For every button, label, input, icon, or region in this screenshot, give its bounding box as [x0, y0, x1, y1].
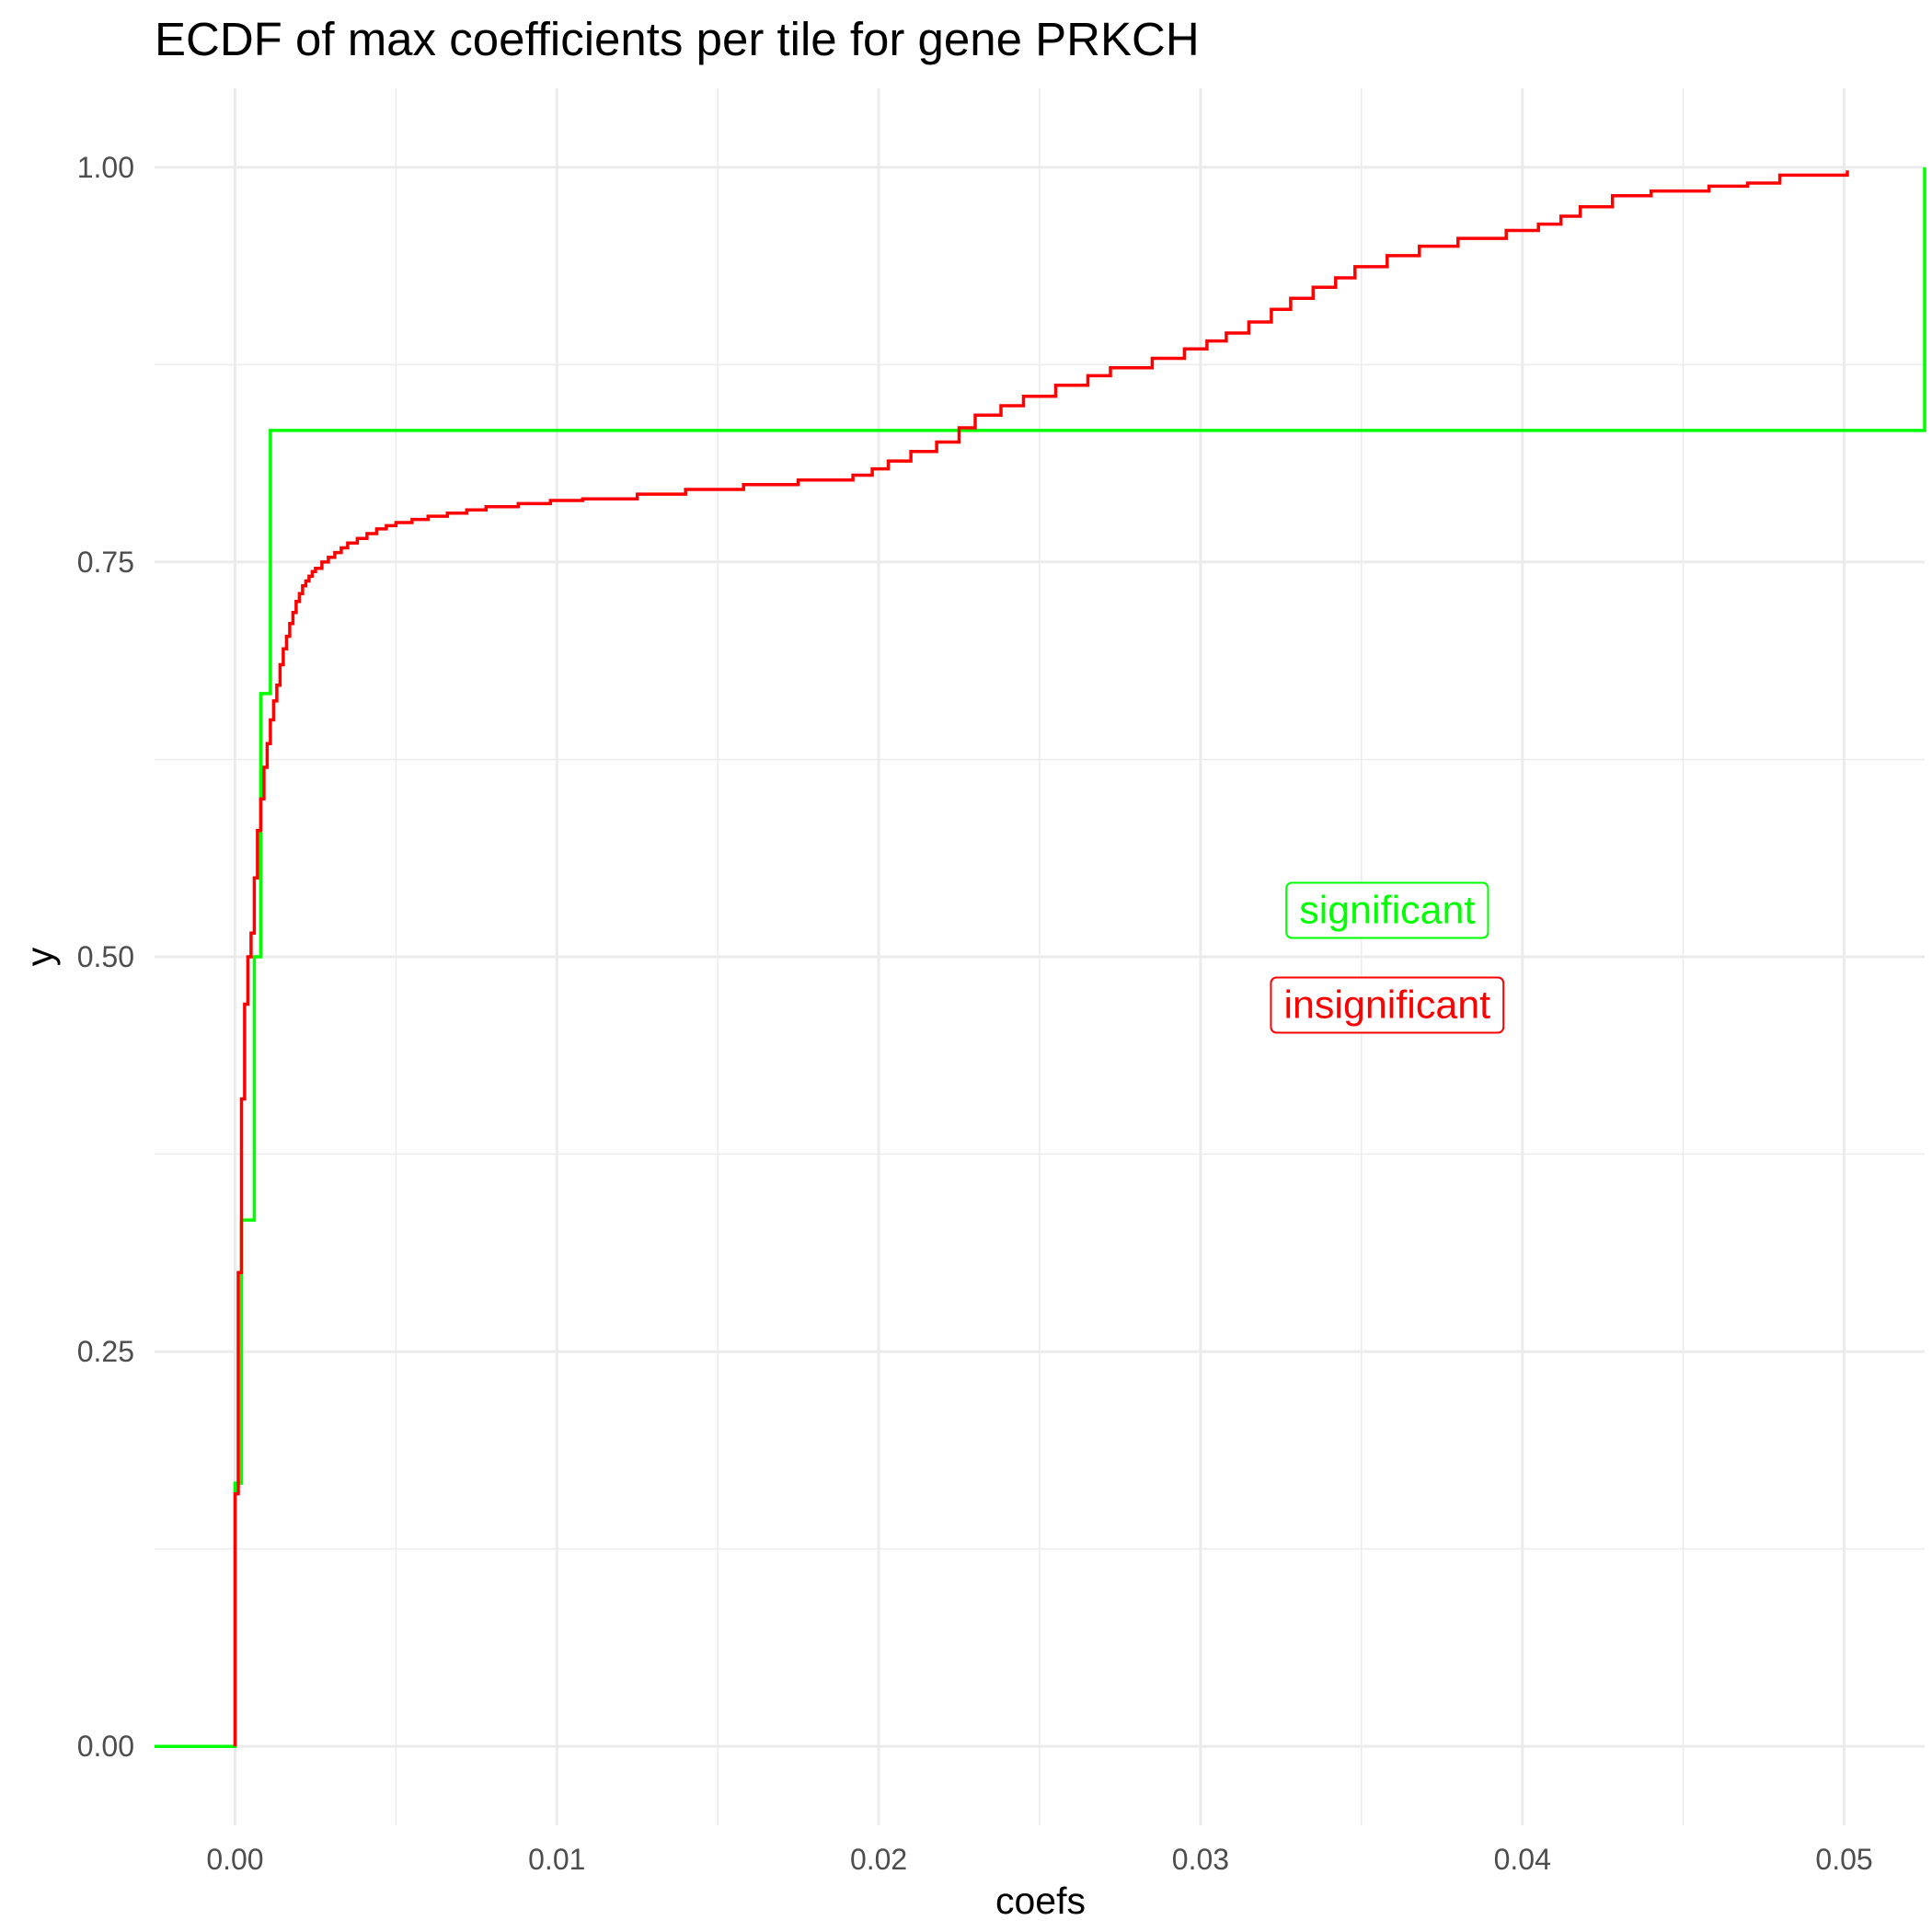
- y-tick-label: 0.25: [77, 1335, 134, 1368]
- x-tick-label: 0.03: [1172, 1843, 1229, 1876]
- annotation-text: insignificant: [1283, 983, 1490, 1027]
- x-tick-label: 0.01: [528, 1843, 585, 1876]
- y-tick-label: 0.00: [77, 1730, 134, 1763]
- series-line-significant: [155, 167, 1926, 1748]
- annotation-label-insignificant: insignificant: [1270, 976, 1505, 1034]
- x-tick-label: 0.00: [206, 1843, 263, 1876]
- x-tick-label: 0.04: [1494, 1843, 1551, 1876]
- x-tick-label: 0.05: [1815, 1843, 1872, 1876]
- annotation-layer: significant insignificant: [1270, 881, 1505, 1034]
- annotation-text: significant: [1299, 889, 1475, 933]
- y-axis-title: y: [18, 947, 61, 966]
- x-axis-title: coefs: [995, 1880, 1086, 1922]
- y-tick-label: 0.50: [77, 940, 134, 973]
- y-tick-label: 0.75: [77, 546, 134, 579]
- grid-layer: [155, 88, 1925, 1825]
- x-tick-label: 0.02: [850, 1843, 907, 1876]
- series-layer: [155, 167, 1926, 1748]
- tick-label-layer: 0.00 0.01 0.02 0.03 0.04 0.05 0.00 0.25 0.50 0.75…: [77, 151, 1873, 1876]
- series-line-insignificant: [233, 170, 1849, 1747]
- annotation-box: [1285, 881, 1489, 939]
- annotation-box: [1270, 976, 1505, 1034]
- y-tick-label: 1.00: [77, 151, 134, 184]
- annotation-label-significant: significant: [1285, 881, 1489, 939]
- chart-title: ECDF of max coefficients per tile for ge…: [155, 13, 1200, 65]
